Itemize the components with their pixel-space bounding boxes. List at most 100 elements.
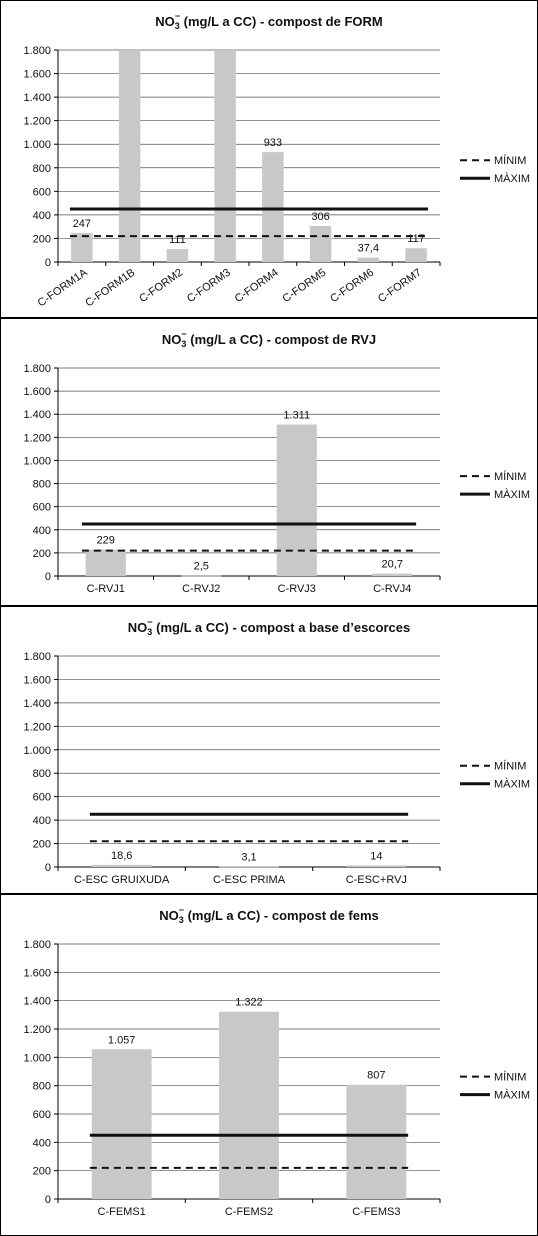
x-tick-label: C-ESC PRIMA	[213, 874, 286, 886]
data-label: 1.057	[108, 1034, 136, 1046]
y-tick-label: 400	[33, 210, 51, 222]
data-label: 1.322	[235, 997, 263, 1009]
y-tick-label: 800	[33, 163, 51, 175]
x-tick-label: C-FORM1A	[36, 266, 90, 309]
x-tick-label: C-FEMS2	[225, 1206, 273, 1218]
chart-title-superscript: −	[181, 329, 186, 339]
bar-c-form5	[309, 225, 332, 262]
data-label: 3,1	[241, 852, 256, 864]
x-tick-label: C-FORM3	[185, 267, 233, 306]
y-tick-label: 0	[45, 862, 51, 874]
data-label: 807	[367, 1070, 385, 1082]
bar-c-form1a	[71, 232, 93, 262]
y-tick-label: 1.400	[23, 996, 51, 1008]
bar-c-rvj3	[276, 424, 317, 576]
chart-title-suffix: (mg/L a CC) - compost de FORM	[180, 14, 383, 29]
y-tick-label: 600	[33, 1109, 51, 1121]
bar-c-form2	[166, 248, 189, 262]
chart-title-suffix: (mg/L a CC) - compost a base d’escorces	[153, 620, 411, 635]
chart-title-subscript: 3	[175, 21, 180, 31]
chart-title-prefix: NO	[162, 332, 182, 347]
y-tick-label: 800	[33, 1081, 51, 1093]
y-tick-label: 1.600	[23, 967, 51, 979]
bar-c-rvj4	[372, 573, 413, 576]
chart-title-subscript: 3	[147, 627, 152, 637]
legend-min-label: MÍNIM	[494, 760, 526, 773]
y-tick-label: 0	[45, 571, 51, 583]
data-label: 20,7	[382, 559, 403, 571]
legend-max-label: MÀXIM	[494, 1089, 530, 1102]
data-label: 117	[407, 233, 425, 245]
y-tick-label: 800	[33, 479, 51, 491]
legend-min-label: MÍNIM	[494, 154, 526, 167]
x-tick-label: C-FEMS1	[98, 1206, 146, 1218]
y-tick-label: 1.600	[23, 674, 51, 686]
y-tick-label: 1.800	[23, 363, 51, 375]
y-tick-label: 600	[33, 792, 51, 804]
x-tick-label: C-FORM7	[376, 267, 424, 306]
chart-title: NO3− (mg/L a CC) - compost de FORM	[155, 11, 383, 31]
chart-1: NO3− (mg/L a CC) - compost de FORM 0 200 40…	[0, 0, 538, 318]
x-tick-label: C-RVJ2	[182, 583, 220, 595]
bar-c-esc-prima	[219, 866, 279, 868]
x-tick-label: C-FORM6	[328, 267, 376, 306]
y-tick-label: 1.200	[23, 432, 51, 444]
legend-min-label: MÍNIM	[494, 470, 526, 483]
data-label: 247	[73, 218, 91, 230]
x-tick-label: C-ESC GRUIXUDA	[74, 874, 170, 886]
bar-c-fems2	[219, 1011, 279, 1199]
legend-min-label: MÍNIM	[494, 1071, 526, 1084]
x-tick-label: C-FEMS3	[352, 1206, 400, 1218]
y-tick-label: 1.400	[23, 92, 51, 104]
y-tick-label: 1.800	[23, 939, 51, 951]
bar-c-form6	[357, 257, 380, 262]
bar-c-form3	[214, 50, 236, 262]
x-tick-label: C-RVJ3	[278, 583, 316, 595]
data-label: 1.311	[283, 410, 310, 422]
legend-max-label: MÀXIM	[494, 172, 530, 185]
y-tick-label: 1.000	[23, 1052, 51, 1064]
y-tick-label: 400	[33, 525, 51, 537]
x-tick-label: C-FORM2	[137, 267, 185, 306]
bar-c-fems3	[346, 1084, 407, 1199]
y-tick-label: 1.200	[23, 116, 51, 128]
chart-title-subscript: 3	[179, 915, 184, 925]
bar-c-form4	[262, 152, 284, 262]
data-label: 933	[264, 137, 282, 149]
x-tick-label: C-FORM4	[233, 267, 281, 306]
y-tick-label: 200	[33, 233, 51, 245]
legend-max-label: MÀXIM	[494, 778, 530, 791]
chart-2: NO3− (mg/L a CC) - compost de RVJ 0 200 400…	[0, 318, 538, 606]
y-tick-label: 400	[33, 815, 51, 827]
y-tick-label: 1.000	[23, 139, 51, 151]
y-tick-label: 1.400	[23, 409, 51, 421]
chart-border	[0, 318, 538, 606]
y-tick-label: 1.800	[23, 651, 51, 663]
data-label: 111	[169, 234, 186, 246]
y-tick-label: 200	[33, 839, 51, 851]
legend-max-label: MÀXIM	[494, 488, 530, 501]
data-label: 229	[97, 535, 115, 547]
chart-title: NO3− (mg/L a CC) - compost de fems	[159, 905, 379, 925]
y-tick-label: 200	[33, 1166, 51, 1178]
chart-3: NO3− (mg/L a CC) - compost a base d’esco…	[0, 606, 538, 894]
bar-c-fems1	[91, 1049, 152, 1199]
x-tick-label: C-ESC+RVJ	[346, 874, 407, 886]
bar-c-rvj2	[181, 575, 222, 577]
chart-title-subscript: 3	[181, 339, 186, 349]
x-tick-label: C-FORM5	[280, 267, 328, 306]
y-tick-label: 1.400	[23, 698, 51, 710]
chart-title-suffix: (mg/L a CC) - compost de RVJ	[187, 332, 377, 347]
y-tick-label: 1.200	[23, 721, 51, 733]
y-tick-label: 1.800	[23, 45, 51, 57]
y-tick-label: 800	[33, 768, 51, 780]
y-tick-label: 1.000	[23, 455, 51, 467]
chart-title-superscript: −	[175, 11, 180, 21]
y-tick-label: 1.600	[23, 386, 51, 398]
chart-title-prefix: NO	[128, 620, 148, 635]
y-tick-label: 400	[33, 1137, 51, 1149]
data-label: 2,5	[194, 561, 209, 573]
data-label: 37,4	[358, 243, 379, 255]
bar-c-form1b	[118, 50, 141, 262]
y-tick-label: 200	[33, 548, 51, 560]
